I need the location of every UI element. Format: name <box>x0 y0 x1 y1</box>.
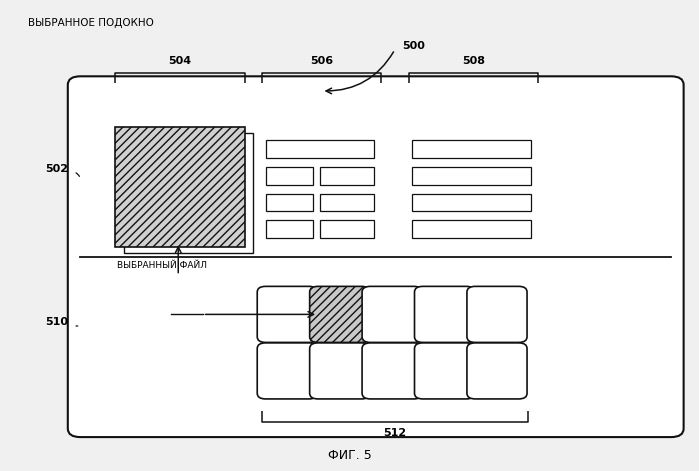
FancyBboxPatch shape <box>115 127 245 247</box>
Text: ФИГ. 5: ФИГ. 5 <box>328 449 371 462</box>
FancyBboxPatch shape <box>467 343 527 399</box>
Bar <box>320 167 374 185</box>
FancyBboxPatch shape <box>257 343 317 399</box>
FancyBboxPatch shape <box>362 286 422 342</box>
Polygon shape <box>124 133 253 253</box>
Text: ВЫБРАННОЕ ПОДОКНО: ВЫБРАННОЕ ПОДОКНО <box>28 18 154 28</box>
Bar <box>266 220 313 238</box>
Text: 506: 506 <box>310 56 333 65</box>
Bar <box>412 167 531 185</box>
Text: ВЫБРАННЫЙ ФАЙЛ: ВЫБРАННЫЙ ФАЙЛ <box>117 261 207 270</box>
Bar <box>320 220 374 238</box>
Bar <box>412 220 531 238</box>
FancyBboxPatch shape <box>415 343 475 399</box>
FancyBboxPatch shape <box>310 343 370 399</box>
FancyBboxPatch shape <box>310 286 370 342</box>
FancyBboxPatch shape <box>415 286 475 342</box>
Bar <box>266 167 313 185</box>
Text: 508: 508 <box>462 56 485 65</box>
Text: 510: 510 <box>45 317 69 327</box>
FancyBboxPatch shape <box>68 76 684 437</box>
Text: 500: 500 <box>402 41 425 51</box>
Text: 504: 504 <box>168 56 192 65</box>
Bar <box>412 140 531 158</box>
Bar <box>266 140 374 158</box>
FancyBboxPatch shape <box>362 343 422 399</box>
Text: 502: 502 <box>45 164 69 174</box>
Bar <box>412 194 531 211</box>
Bar <box>320 194 374 211</box>
FancyBboxPatch shape <box>467 286 527 342</box>
FancyBboxPatch shape <box>257 286 317 342</box>
Text: 512: 512 <box>383 428 407 438</box>
Bar <box>266 194 313 211</box>
